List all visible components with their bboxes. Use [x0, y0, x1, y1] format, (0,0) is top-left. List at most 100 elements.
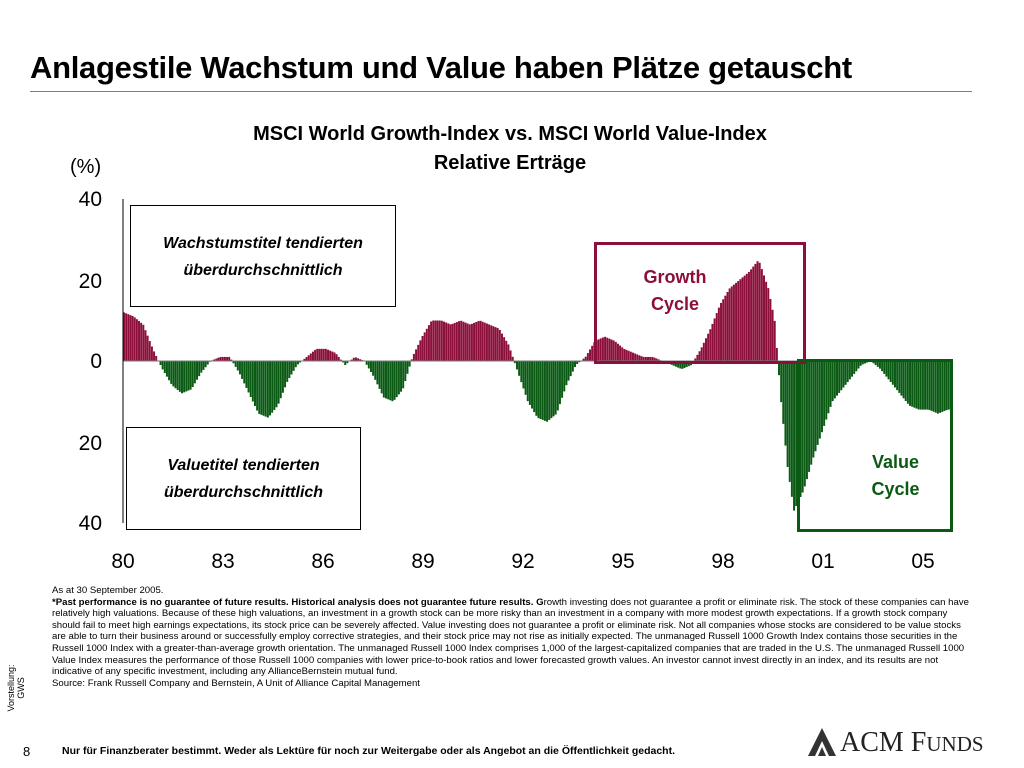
growth-bar — [698, 351, 701, 361]
value-bar — [848, 361, 851, 380]
value-bar — [367, 361, 370, 369]
growth-bar — [608, 338, 611, 361]
value-bar — [851, 361, 854, 377]
y-tick-label: 40 — [78, 512, 102, 535]
value-bar — [926, 361, 929, 410]
value-bar — [187, 361, 190, 391]
growth-bar — [728, 288, 731, 361]
value-bar — [782, 361, 785, 424]
value-bar — [561, 361, 564, 398]
value-bar — [520, 361, 523, 383]
growth-bar — [649, 356, 652, 361]
growth-bar — [726, 292, 729, 361]
value-bar — [249, 361, 252, 397]
value-bar — [567, 361, 570, 381]
value-bar — [913, 361, 916, 408]
growth-bar — [488, 324, 491, 361]
value-bar — [919, 361, 922, 410]
growth-bar — [307, 355, 310, 361]
value-bar — [801, 361, 804, 493]
growth-cycle-label: Growth Cycle — [620, 264, 730, 318]
growth-bar — [477, 321, 480, 361]
value-bar — [292, 361, 295, 371]
value-bar — [522, 361, 525, 389]
growth-bar — [146, 335, 149, 361]
value-bar — [382, 361, 385, 398]
growth-bar — [464, 322, 467, 361]
y-tick-label: 0 — [90, 350, 102, 373]
value-bar — [204, 361, 207, 368]
value-bar — [165, 361, 168, 377]
growth-bar — [410, 359, 413, 361]
growth-bar — [604, 336, 607, 361]
growth-bar — [709, 329, 712, 361]
value-bar — [531, 361, 534, 409]
growth-bar — [702, 342, 705, 361]
value-bar — [271, 361, 274, 413]
value-bar — [810, 361, 813, 465]
value-bar — [299, 361, 302, 363]
footnote: As at 30 September 2005. *Past performan… — [52, 585, 972, 689]
growth-bar — [638, 355, 641, 361]
value-bar — [528, 361, 531, 405]
value-bar — [889, 361, 892, 383]
growth-bar — [309, 353, 312, 361]
growth-bar — [696, 354, 699, 361]
growth-bar — [335, 354, 338, 361]
value-bar — [548, 361, 551, 420]
growth-bar — [142, 324, 145, 361]
growth-bar — [453, 322, 456, 361]
value-bar — [400, 361, 403, 392]
growth-bar — [462, 321, 465, 361]
growth-bar — [357, 358, 360, 361]
value-bar — [853, 361, 856, 374]
value-bar — [885, 361, 888, 377]
value-bar — [874, 361, 877, 366]
growth-bar — [458, 321, 461, 361]
value-bar — [254, 361, 256, 407]
value-bar — [202, 361, 205, 370]
growth-bar — [657, 359, 660, 361]
growth-bar — [730, 286, 733, 361]
value-bar — [844, 361, 847, 385]
growth-bar — [582, 358, 585, 361]
disclaimer: Nur für Finanzberater bestimmt. Weder al… — [62, 745, 675, 757]
value-bar — [393, 361, 396, 400]
growth-bar — [432, 320, 435, 361]
growth-bar — [320, 348, 323, 361]
value-bar — [563, 361, 566, 392]
value-bar — [196, 361, 198, 380]
growth-bar — [500, 333, 503, 361]
value-bar — [883, 361, 886, 374]
growth-bar — [754, 263, 757, 361]
value-bar — [535, 361, 538, 416]
value-bar — [374, 361, 377, 380]
growth-bar — [647, 356, 649, 361]
growth-bar — [419, 340, 422, 361]
value-bar — [898, 361, 901, 393]
growth-bar — [331, 351, 334, 361]
growth-bar — [123, 312, 125, 361]
growth-bar — [144, 330, 147, 361]
growth-bar — [460, 320, 463, 361]
cycle-label-line: Cycle — [871, 479, 920, 499]
value-bar — [294, 361, 297, 368]
value-bar — [872, 361, 875, 364]
growth-bar — [481, 321, 484, 361]
value-bar — [372, 361, 375, 376]
value-bar — [290, 361, 293, 375]
value-bar — [778, 361, 781, 376]
growth-bar — [715, 313, 718, 361]
value-bar — [846, 361, 849, 383]
growth-bar — [440, 320, 443, 361]
value-bar — [387, 361, 390, 400]
growth-bar — [606, 337, 609, 361]
value-bar — [936, 361, 939, 414]
growth-bar — [352, 357, 355, 361]
value-bar — [286, 361, 289, 382]
growth-bar — [599, 338, 602, 361]
value-bar — [947, 361, 950, 410]
growth-bar — [427, 325, 430, 361]
growth-bar — [773, 320, 776, 361]
growth-bar — [473, 322, 476, 361]
